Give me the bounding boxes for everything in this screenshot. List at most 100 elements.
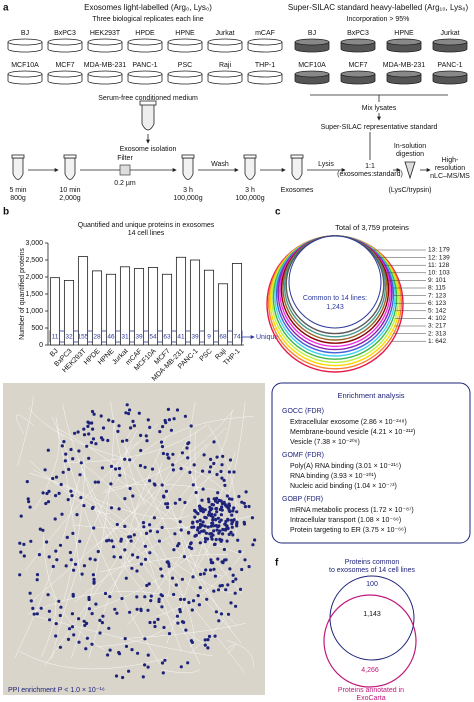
cell-line: PSC bbox=[178, 62, 192, 69]
network-node bbox=[123, 524, 127, 529]
unique-count: 74 bbox=[233, 334, 241, 341]
network-node bbox=[227, 497, 232, 501]
network-node bbox=[25, 480, 29, 484]
network-node bbox=[213, 634, 217, 638]
network-edge bbox=[29, 460, 111, 514]
network-node bbox=[63, 459, 67, 463]
network-node bbox=[109, 482, 113, 486]
network-node bbox=[72, 633, 76, 637]
network-node bbox=[54, 622, 58, 626]
network-node bbox=[204, 568, 208, 572]
culture-dish-top bbox=[207, 70, 243, 78]
network-node bbox=[120, 439, 125, 443]
network-node bbox=[251, 543, 255, 547]
bar bbox=[119, 266, 131, 346]
network-node bbox=[194, 490, 198, 495]
network-edge bbox=[179, 462, 199, 535]
network-node bbox=[101, 614, 105, 618]
network-node bbox=[219, 518, 223, 522]
network-node bbox=[60, 512, 64, 516]
bar bbox=[147, 267, 159, 346]
network-node bbox=[216, 588, 221, 592]
network-node bbox=[242, 520, 246, 525]
network-node bbox=[84, 647, 88, 651]
network-node bbox=[182, 555, 186, 559]
network-node bbox=[147, 582, 151, 586]
network-node bbox=[214, 537, 218, 542]
network-node bbox=[182, 597, 186, 602]
network-edge bbox=[174, 575, 195, 648]
set-label: 11: 128 bbox=[428, 262, 450, 269]
network-node bbox=[130, 566, 134, 570]
network-node bbox=[139, 433, 143, 437]
network-node bbox=[35, 578, 39, 582]
network-node bbox=[180, 620, 185, 624]
network-node bbox=[78, 473, 82, 477]
network-node bbox=[170, 576, 175, 580]
network-node bbox=[172, 417, 176, 421]
network-node bbox=[35, 573, 40, 577]
venn-count: 100 bbox=[366, 581, 378, 588]
network-node bbox=[230, 525, 234, 529]
network-node bbox=[231, 579, 235, 584]
network-node bbox=[82, 564, 86, 568]
network-node bbox=[172, 548, 176, 552]
venn-count: 4,266 bbox=[361, 667, 379, 674]
network-node bbox=[125, 438, 129, 442]
network-edge bbox=[189, 620, 224, 654]
network-edge bbox=[19, 651, 168, 670]
network-node bbox=[231, 533, 235, 537]
culture-dish-top bbox=[87, 70, 123, 78]
network-node bbox=[73, 431, 77, 435]
tube bbox=[244, 157, 256, 180]
network-node bbox=[66, 498, 70, 502]
network-edge bbox=[43, 534, 105, 651]
unique-count: 68 bbox=[219, 334, 227, 341]
network-node bbox=[179, 665, 183, 669]
network-node bbox=[149, 594, 153, 598]
network-edge bbox=[119, 623, 247, 639]
network-node bbox=[118, 473, 122, 477]
network-node bbox=[213, 513, 217, 517]
network-node bbox=[220, 538, 224, 542]
network-node bbox=[105, 539, 109, 543]
network-node bbox=[225, 539, 229, 543]
network-node bbox=[123, 497, 127, 501]
network-node bbox=[222, 528, 226, 532]
network-edge bbox=[30, 443, 208, 603]
network-node bbox=[193, 534, 197, 538]
network-node bbox=[48, 618, 52, 622]
network-node bbox=[244, 490, 248, 494]
network-node bbox=[136, 651, 140, 655]
network-node bbox=[228, 567, 232, 571]
network-node bbox=[71, 531, 75, 536]
network-node bbox=[203, 524, 207, 528]
network-node bbox=[198, 518, 202, 523]
network-edge bbox=[180, 410, 233, 512]
network-node bbox=[91, 573, 95, 577]
unique-count: 46 bbox=[107, 334, 115, 341]
step-label: 100,000g bbox=[235, 195, 264, 202]
step-label: Exosomes bbox=[281, 187, 314, 194]
network-node bbox=[47, 609, 52, 613]
network-node bbox=[51, 476, 55, 481]
panel-title: Total of 3,759 proteins bbox=[335, 223, 409, 232]
network-node bbox=[211, 503, 215, 507]
step-label: 10 min bbox=[59, 187, 80, 194]
network-node bbox=[58, 543, 63, 547]
network-node bbox=[143, 595, 147, 599]
network-node bbox=[92, 580, 96, 584]
set-label: 12: 139 bbox=[428, 254, 450, 261]
network-node bbox=[70, 494, 74, 498]
network-node bbox=[215, 524, 219, 528]
term: mRNA metabolic process (1.72 × 10⁻⁸⁷) bbox=[290, 507, 414, 514]
network-node bbox=[79, 496, 83, 500]
network-node bbox=[96, 480, 100, 484]
network-node bbox=[169, 428, 173, 432]
y-tick-label: 2,500 bbox=[25, 257, 43, 264]
network-node bbox=[144, 434, 148, 438]
network-node bbox=[19, 514, 23, 518]
venn-common bbox=[329, 575, 415, 661]
network-node bbox=[70, 612, 74, 616]
network-node bbox=[197, 603, 201, 607]
